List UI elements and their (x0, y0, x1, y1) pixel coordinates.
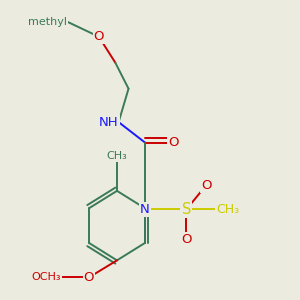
Text: O: O (94, 30, 104, 43)
Text: CH₃: CH₃ (106, 151, 128, 161)
Text: S: S (182, 202, 191, 217)
Text: N: N (140, 203, 150, 216)
Text: O: O (201, 179, 211, 192)
Text: O: O (181, 233, 192, 246)
Text: OCH₃: OCH₃ (31, 272, 61, 282)
Text: O: O (84, 271, 94, 284)
Text: methyl: methyl (28, 17, 68, 27)
Text: NH: NH (99, 116, 118, 129)
Text: O: O (168, 136, 178, 149)
Text: CH₃: CH₃ (216, 203, 239, 216)
